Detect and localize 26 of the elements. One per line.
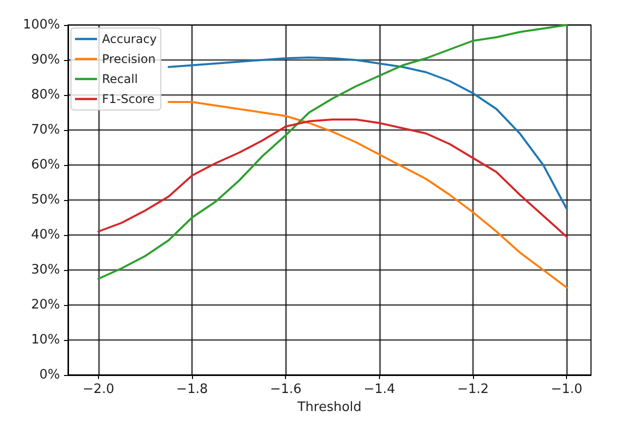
line-series <box>168 101 568 288</box>
y-tick-label: 50% <box>31 192 60 208</box>
y-tick-label: 60% <box>31 158 60 172</box>
x-tick-label: −1.2 <box>457 382 489 397</box>
x-axis-title: Threshold <box>296 400 362 415</box>
line-series <box>97 118 568 238</box>
y-tick-label: 80% <box>31 88 60 102</box>
x-tick-label: −2.0 <box>82 382 114 397</box>
x-tick-label: −1.6 <box>270 382 302 397</box>
y-tick-label: 70% <box>31 122 60 138</box>
y-tick-label: 20% <box>31 298 60 312</box>
y-tick-label: 90% <box>31 52 60 68</box>
y-tick-label: 10% <box>31 332 60 348</box>
legend-label: F1-Score <box>102 92 154 106</box>
line-series <box>97 24 568 280</box>
y-tick-label: 40% <box>31 228 60 242</box>
x-tick-label: −1.8 <box>176 382 208 397</box>
line-series <box>168 56 568 210</box>
y-tick-label: 100% <box>22 18 60 32</box>
legend-label: Recall <box>102 72 138 86</box>
x-tick-label: −1.0 <box>550 382 582 397</box>
x-tick-label: −1.4 <box>364 382 396 397</box>
y-tick-label: 0% <box>39 368 60 382</box>
legend-label: Precision <box>102 52 156 66</box>
legend-label: Accuracy <box>102 32 157 46</box>
y-tick-label: 30% <box>31 262 60 278</box>
